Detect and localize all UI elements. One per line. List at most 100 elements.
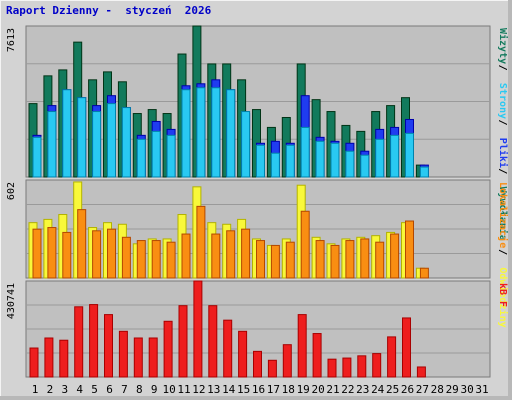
bar-bottom-kbf-day-5 <box>89 304 99 378</box>
bar-bottom-kbf-day-19 <box>297 314 307 378</box>
legend-strony: Strony <box>497 83 508 119</box>
bar-bottom-kbf-day-6 <box>104 314 113 378</box>
bar-middle-lokalizacje-day-21 <box>330 244 340 279</box>
bar-top-strony-day-25 <box>390 134 400 178</box>
legend-lokalizacje: Lokalizacje <box>497 182 509 248</box>
chart-title: Raport Dzienny - styczeń 2026 <box>6 4 212 17</box>
x-tick-label-day-5: 5 <box>91 383 98 396</box>
bar-top-strony-day-27 <box>419 166 429 178</box>
bar-top-strony-day-19 <box>300 126 310 178</box>
bar-middle-lokalizacje-day-24 <box>375 241 385 279</box>
legend-separator-top-1: / <box>497 120 508 126</box>
bar-bottom-kbf-day-20 <box>312 333 322 378</box>
bar-bottom-kbf-day-15 <box>238 330 248 378</box>
legend-odwiedziny: Odwiedziny <box>497 267 509 327</box>
x-tick-label-day-8: 8 <box>136 383 143 396</box>
bar-middle-lokalizacje-day-12 <box>196 205 206 279</box>
legend-separator-middle-0: / <box>497 249 508 255</box>
legend-kb-f: kB F <box>497 283 508 307</box>
x-tick-label-day-9: 9 <box>151 383 158 396</box>
bar-bottom-kbf-day-1 <box>29 347 39 378</box>
x-tick-label-day-16: 16 <box>252 383 265 396</box>
x-tick-label-day-10: 10 <box>162 383 175 396</box>
bar-middle-lokalizacje-day-14 <box>226 230 236 279</box>
x-tick-label-day-25: 25 <box>386 383 399 396</box>
bar-top-strony-day-3 <box>62 89 72 178</box>
bar-top-strony-day-26 <box>405 132 414 178</box>
bar-bottom-kbf-day-12 <box>193 280 203 378</box>
x-tick-label-day-15: 15 <box>237 383 250 396</box>
bar-middle-lokalizacje-day-11 <box>181 233 191 279</box>
x-tick-label-day-12: 12 <box>192 383 205 396</box>
x-tick-label-day-2: 2 <box>47 383 54 396</box>
ymax-label-middle: 602 <box>6 182 17 200</box>
bar-bottom-kbf-day-22 <box>342 357 352 378</box>
bar-bottom-kbf-day-17 <box>267 359 277 378</box>
bar-middle-lokalizacje-day-9 <box>151 240 161 279</box>
x-tick-label-day-29: 29 <box>446 383 459 396</box>
bar-top-strony-day-13 <box>211 87 221 178</box>
bar-middle-lokalizacje-day-13 <box>211 233 221 279</box>
bar-bottom-kbf-day-3 <box>59 339 69 378</box>
x-tick-label-day-31: 31 <box>475 383 488 396</box>
bar-bottom-kbf-day-11 <box>178 305 188 378</box>
bar-top-strony-day-21 <box>330 142 340 178</box>
bar-bottom-kbf-day-4 <box>74 306 84 378</box>
legend-wizyty: Wizyty <box>497 28 509 64</box>
bar-middle-lokalizacje-day-15 <box>241 228 251 279</box>
x-tick-label-day-24: 24 <box>371 383 385 396</box>
bar-top-strony-day-4 <box>77 97 87 178</box>
x-tick-label-day-19: 19 <box>297 383 310 396</box>
bar-middle-lokalizacje-day-23 <box>360 238 370 279</box>
bar-top-strony-day-17 <box>270 152 280 178</box>
bar-middle-lokalizacje-day-3 <box>62 231 72 279</box>
x-tick-label-day-20: 20 <box>311 383 324 396</box>
legend-separator-top-2: / <box>497 168 508 174</box>
x-tick-label-day-13: 13 <box>207 383 220 396</box>
x-tick-label-day-1: 1 <box>32 383 39 396</box>
bar-middle-lokalizacje-day-5 <box>92 230 102 279</box>
bar-top-strony-day-10 <box>166 134 176 178</box>
ymax-label-bottom: 430741 <box>6 283 17 319</box>
x-tick-label-day-30: 30 <box>460 383 473 396</box>
legend-pliki: Pliki <box>497 138 509 168</box>
bar-bottom-kbf-day-23 <box>357 355 367 378</box>
bar-bottom-kbf-day-10 <box>163 320 173 378</box>
bar-bottom-kbf-day-26 <box>402 317 411 378</box>
bar-bottom-kbf-day-8 <box>133 337 143 378</box>
bar-top-strony-day-16 <box>256 144 265 178</box>
bar-bottom-kbf-day-21 <box>327 358 337 378</box>
x-tick-label-day-22: 22 <box>341 383 354 396</box>
x-tick-label-day-17: 17 <box>267 383 280 396</box>
bar-bottom-kbf-day-7 <box>118 330 128 378</box>
bar-top-strony-day-12 <box>196 87 206 178</box>
bar-middle-lokalizacje-day-26 <box>405 220 414 279</box>
bar-middle-lokalizacje-day-10 <box>166 241 176 279</box>
x-tick-label-day-7: 7 <box>121 383 128 396</box>
bar-middle-lokalizacje-day-18 <box>285 241 295 279</box>
bar-bottom-kbf-day-9 <box>148 337 158 378</box>
bar-bottom-kbf-day-25 <box>387 336 397 378</box>
bar-bottom-kbf-day-27 <box>416 366 426 378</box>
bar-top-strony-day-15 <box>241 111 251 178</box>
bar-top-strony-day-9 <box>151 130 161 178</box>
bar-middle-lokalizacje-day-2 <box>47 227 57 279</box>
x-tick-label-day-6: 6 <box>106 383 113 396</box>
bar-top-strony-day-8 <box>136 138 146 178</box>
bar-middle-lokalizacje-day-22 <box>345 240 355 279</box>
x-tick-label-day-26: 26 <box>401 383 414 396</box>
x-tick-label-day-21: 21 <box>326 383 339 396</box>
bar-middle-lokalizacje-day-4 <box>77 209 87 279</box>
bar-middle-lokalizacje-day-20 <box>315 240 325 279</box>
bar-middle-lokalizacje-day-25 <box>390 233 400 279</box>
x-tick-label-day-28: 28 <box>431 383 444 396</box>
bar-middle-lokalizacje-day-6 <box>107 228 116 279</box>
bar-middle-lokalizacje-day-8 <box>136 240 146 279</box>
x-tick-label-day-14: 14 <box>222 383 236 396</box>
bar-bottom-kbf-day-16 <box>253 350 262 378</box>
x-tick-label-day-11: 11 <box>177 383 190 396</box>
bar-middle-lokalizacje-day-27 <box>419 267 429 279</box>
x-tick-label-day-23: 23 <box>356 383 369 396</box>
